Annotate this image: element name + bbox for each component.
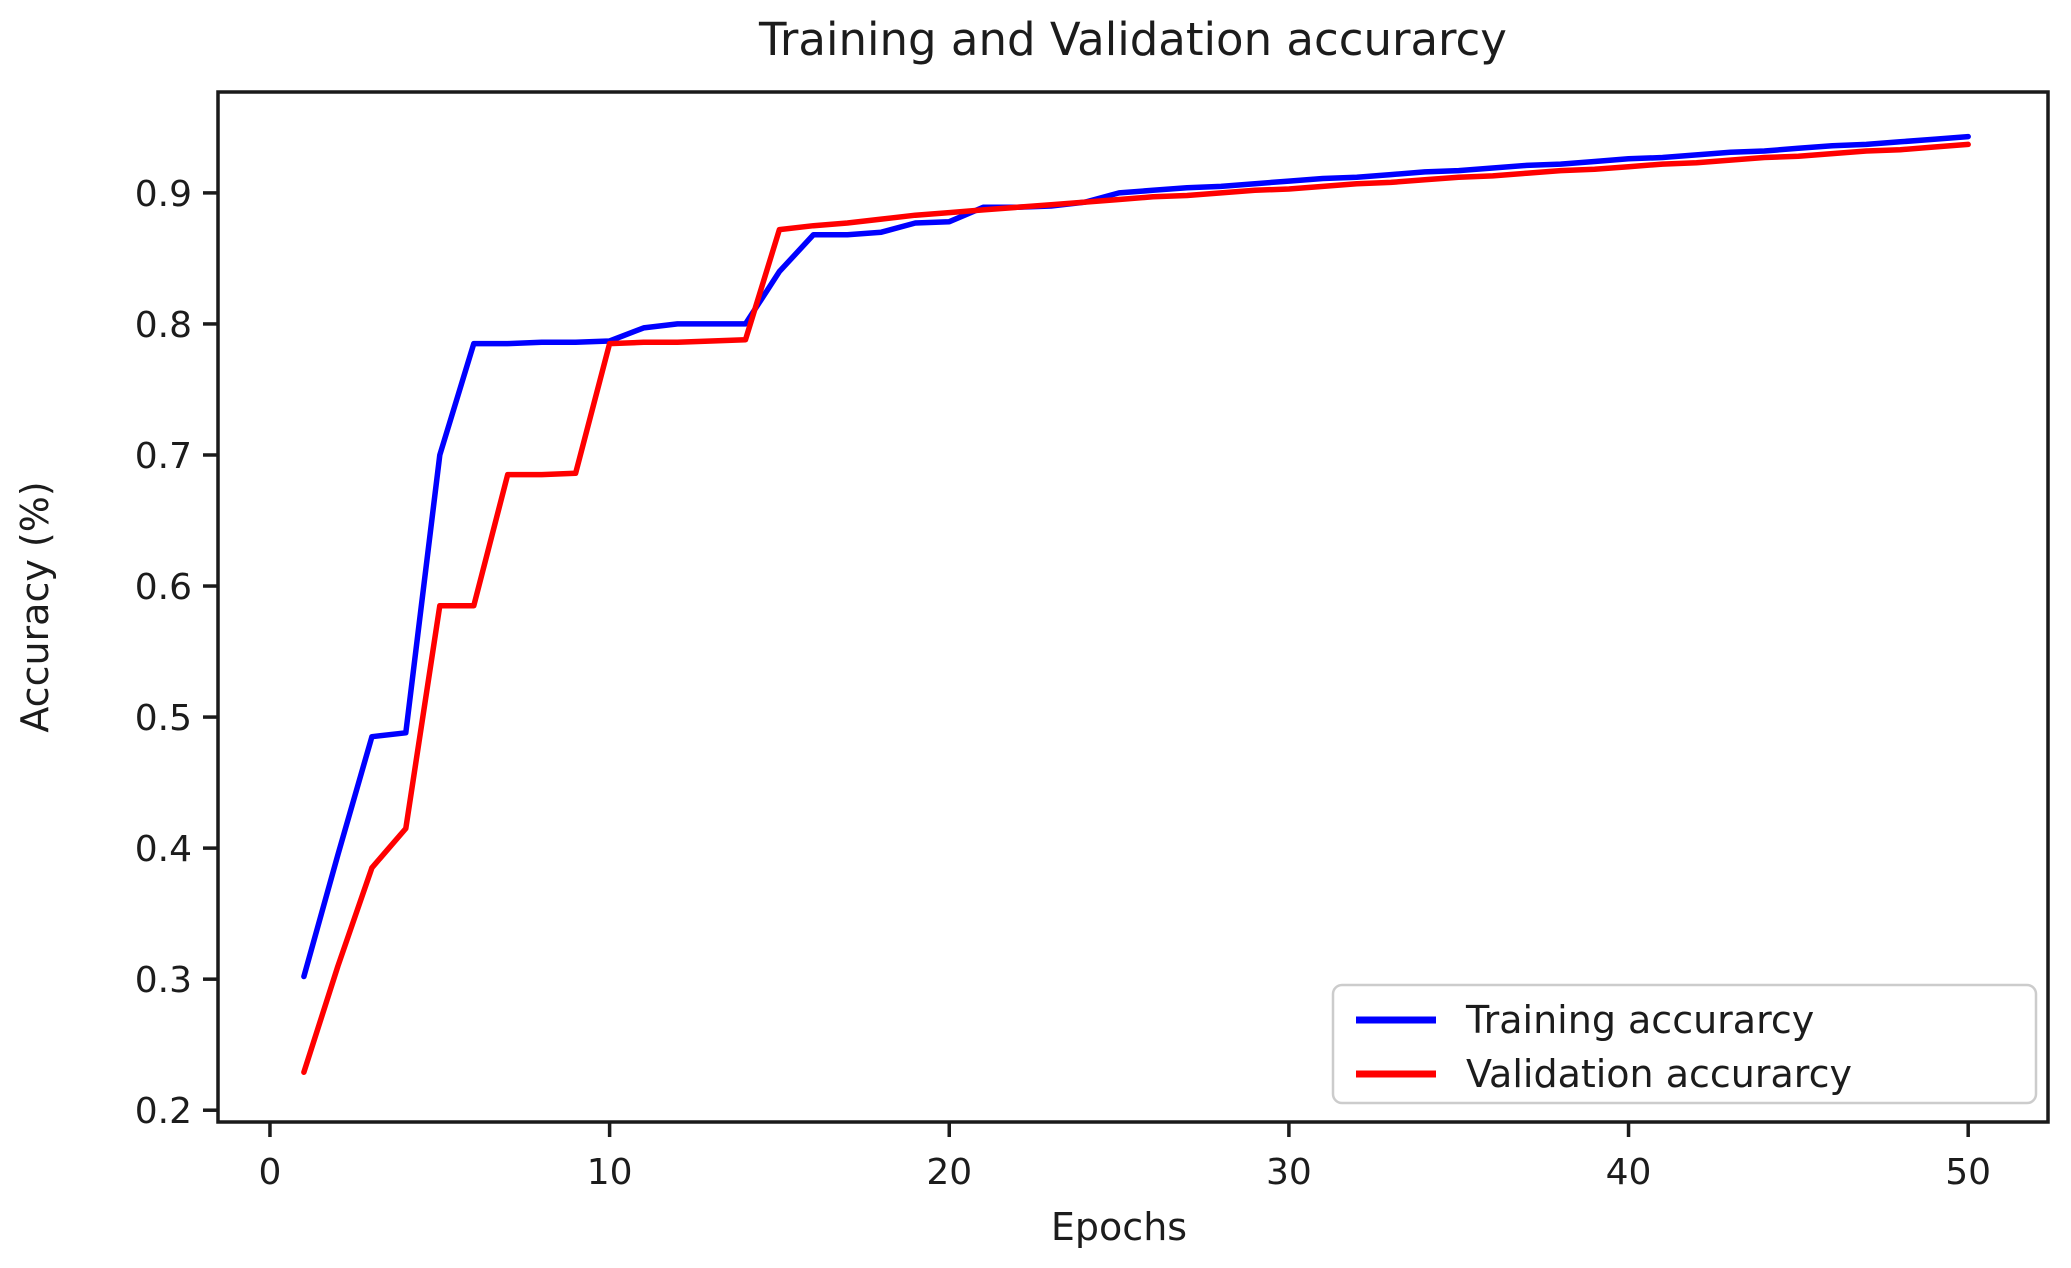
legend-label-training: Training accurarcy	[1465, 998, 1814, 1042]
x-tick-label: 10	[587, 1152, 633, 1193]
y-tick-label: 0.9	[135, 174, 192, 215]
series-layer	[301, 133, 1971, 1075]
y-tick-label: 0.3	[135, 960, 192, 1001]
legend-box	[1331, 983, 2038, 1105]
chart-title: Training and Validation accurarcy	[758, 13, 1507, 66]
legend: Training accurarcy Validation accurarcy	[1331, 983, 2038, 1105]
x-tick-label: 0	[259, 1152, 282, 1193]
x-tick-label: 30	[1266, 1152, 1312, 1193]
x-tick-label: 40	[1606, 1152, 1652, 1193]
y-tick-label: 0.8	[135, 305, 192, 346]
y-tick-label: 0.7	[135, 436, 192, 477]
x-tick-label: 20	[926, 1152, 972, 1193]
y-tick-label: 0.6	[135, 567, 192, 608]
plot-frame	[216, 90, 2050, 1124]
ticks-layer: 0 10 20 30 40 50 0.2 0.3 0.4 0.5 0.6 0.7 0.8 0.9	[135, 174, 1991, 1193]
x-tick-label: 50	[1945, 1152, 1991, 1193]
y-axis-label: Accuracy (%)	[13, 481, 57, 732]
series-line-training	[301, 133, 1971, 980]
x-axis-label: Epochs	[1051, 1205, 1187, 1249]
y-tick-label: 0.5	[135, 698, 192, 739]
y-tick-label: 0.2	[135, 1091, 192, 1132]
y-tick-label: 0.4	[135, 829, 192, 870]
legend-label-validation: Validation accurarcy	[1466, 1052, 1852, 1096]
series-line-validation	[301, 141, 1971, 1075]
